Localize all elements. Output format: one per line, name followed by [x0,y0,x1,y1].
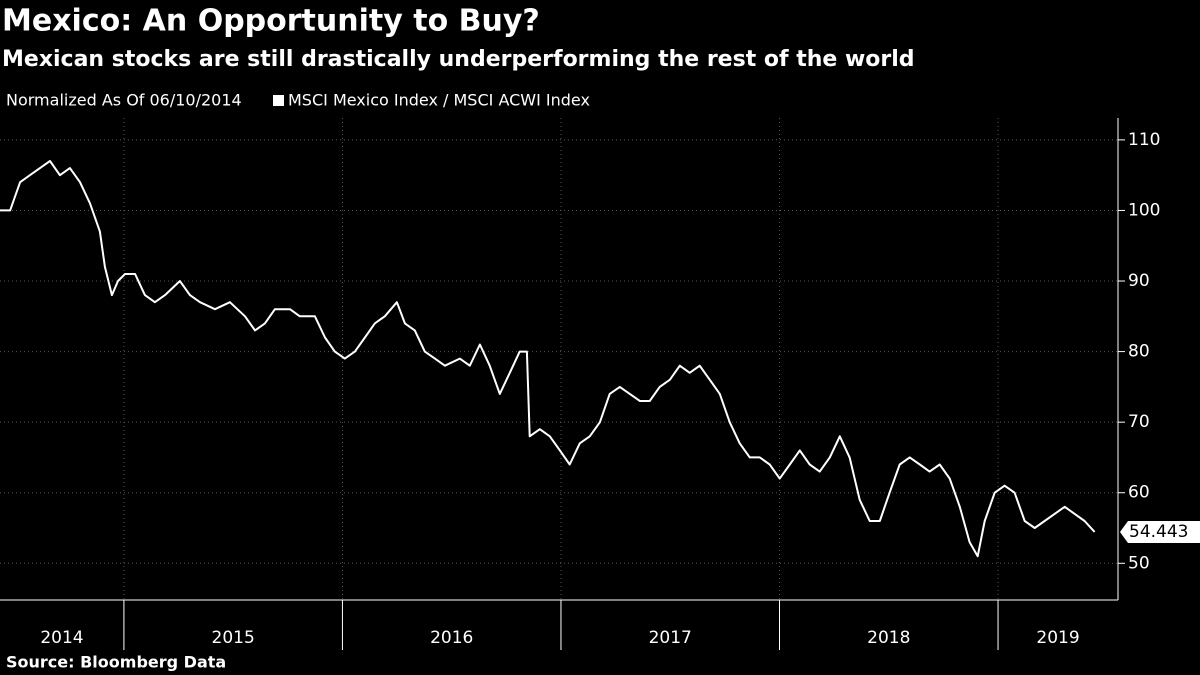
y-tick-label: 110 [1128,130,1160,150]
note: Normalized As Of 06/10/2014 [6,91,242,110]
x-tick-label: 2017 [649,628,692,648]
last-value-callout [1120,520,1200,543]
last-value-label: 54.443 [1129,522,1188,542]
x-tick-label: 2019 [1036,628,1079,648]
line-series [0,160,1096,558]
legend-label: MSCI Mexico Index / MSCI ACWI Index [288,91,590,110]
x-tick-label: 2018 [867,628,910,648]
y-tick-label: 80 [1128,342,1150,362]
y-tick-label: 70 [1128,412,1150,432]
y-tick-label: 100 [1128,200,1160,220]
chart-title: Mexico: An Opportunity to Buy? [2,4,540,39]
y-tick-label: 60 [1128,483,1150,503]
x-tick-label: 2014 [40,628,83,648]
x-tick-label: 2016 [430,628,473,648]
y-tick-label: 90 [1128,271,1150,291]
y-tick-label: 50 [1128,553,1150,573]
x-tick-label: 2015 [212,628,255,648]
legend-swatch [273,95,284,106]
source: Source: Bloomberg Data [6,653,226,672]
chart-subtitle: Mexican stocks are still drastically und… [2,47,915,72]
